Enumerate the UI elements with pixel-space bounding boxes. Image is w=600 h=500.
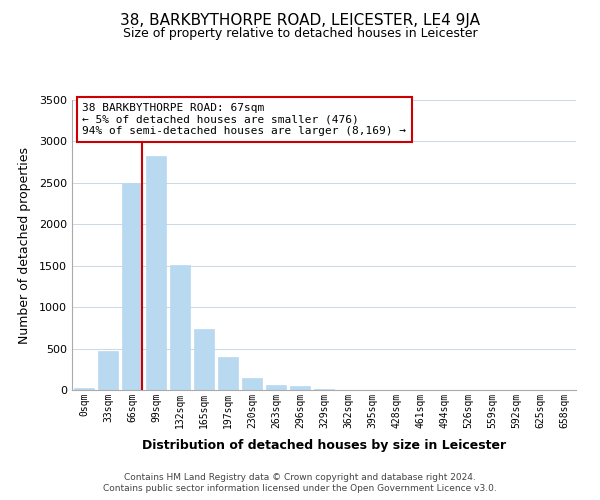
- Bar: [266, 384, 286, 390]
- Text: Contains HM Land Registry data © Crown copyright and database right 2024.: Contains HM Land Registry data © Crown c…: [124, 472, 476, 482]
- Text: 38, BARKBYTHORPE ROAD, LEICESTER, LE4 9JA: 38, BARKBYTHORPE ROAD, LEICESTER, LE4 9J…: [120, 12, 480, 28]
- Bar: [146, 156, 166, 390]
- Bar: [290, 386, 310, 390]
- Bar: [122, 183, 142, 390]
- Bar: [314, 389, 334, 390]
- Bar: [194, 328, 214, 390]
- Y-axis label: Number of detached properties: Number of detached properties: [17, 146, 31, 344]
- Bar: [98, 351, 118, 390]
- Bar: [74, 388, 94, 390]
- Bar: [242, 378, 262, 390]
- Text: Contains public sector information licensed under the Open Government Licence v3: Contains public sector information licen…: [103, 484, 497, 493]
- Bar: [218, 358, 238, 390]
- X-axis label: Distribution of detached houses by size in Leicester: Distribution of detached houses by size …: [142, 439, 506, 452]
- Text: Size of property relative to detached houses in Leicester: Size of property relative to detached ho…: [122, 28, 478, 40]
- Bar: [170, 265, 190, 390]
- Text: 38 BARKBYTHORPE ROAD: 67sqm
← 5% of detached houses are smaller (476)
94% of sem: 38 BARKBYTHORPE ROAD: 67sqm ← 5% of deta…: [82, 103, 406, 136]
